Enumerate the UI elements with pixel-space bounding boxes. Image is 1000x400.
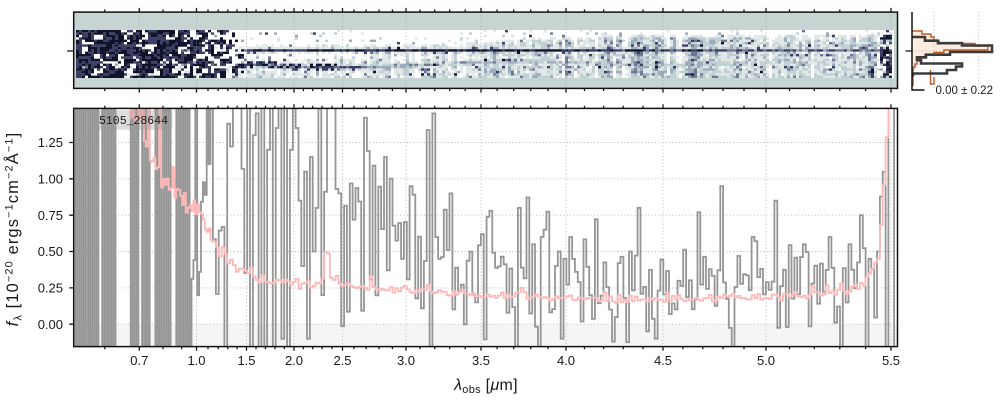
svg-text:2.0: 2.0: [285, 353, 303, 368]
svg-text:1.0: 1.0: [187, 353, 205, 368]
svg-text:0.50: 0.50: [38, 244, 63, 259]
svg-text:4.5: 4.5: [654, 353, 672, 368]
svg-text:5.0: 5.0: [757, 353, 775, 368]
svg-text:0.00: 0.00: [38, 317, 63, 332]
svg-text:1.00: 1.00: [38, 171, 63, 186]
svg-text:1.25: 1.25: [38, 135, 63, 150]
svg-text:2.5: 2.5: [333, 353, 351, 368]
svg-text:0.25: 0.25: [38, 281, 63, 296]
svg-text:5105_28644: 5105_28644: [99, 115, 168, 128]
svg-text:fλ [10−20 ergs−1cm−2Å−1]: fλ [10−20 ergs−1cm−2Å−1]: [3, 132, 24, 327]
svg-text:3.5: 3.5: [472, 353, 490, 368]
svg-text:1.5: 1.5: [237, 353, 255, 368]
svg-text:0.00 ± 0.22: 0.00 ± 0.22: [936, 85, 993, 97]
svg-text:5.5: 5.5: [882, 353, 900, 368]
svg-text:0.75: 0.75: [38, 208, 63, 223]
svg-text:λobs [μm]: λobs [μm]: [453, 377, 518, 396]
svg-text:0.7: 0.7: [130, 353, 148, 368]
svg-text:4.0: 4.0: [557, 353, 575, 368]
svg-text:3.0: 3.0: [397, 353, 415, 368]
